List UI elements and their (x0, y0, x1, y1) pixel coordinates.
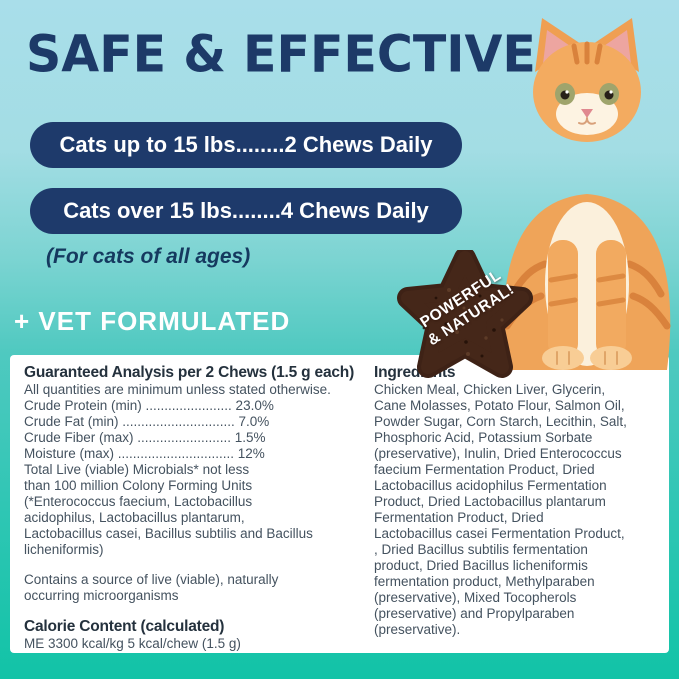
star-chew-shape (397, 250, 533, 378)
ingredients-text: Chicken Meal, Chicken Liver, Glycerin, C… (374, 382, 627, 637)
dosage-pill-label: Cats over 15 lbs........4 Chews Daily (63, 198, 429, 223)
ages-note: (For cats of all ages) (46, 245, 251, 268)
dosage-pill-large-cats: Cats over 15 lbs........4 Chews Daily (30, 188, 462, 234)
vet-formulated-text: + VET FORMULATED (14, 306, 291, 336)
analysis-heading: Guaranteed Analysis per 2 Chews (1.5 g e… (24, 364, 355, 381)
analysis-values: Crude Protein (min) ....................… (24, 398, 274, 461)
guaranteed-analysis-section: Guaranteed Analysis per 2 Chews (1.5 g e… (24, 364, 376, 652)
calorie-heading: Calorie Content (calculated) (24, 618, 225, 635)
dosage-pill-label: Cats up to 15 lbs........2 Chews Daily (59, 132, 433, 157)
page-title: SAFE & EFFECTIVE (26, 24, 536, 85)
ingredients-section: Ingredients Chicken Meal, Chicken Liver,… (374, 364, 666, 638)
calorie-value: ME 3300 kcal/kg 5 kcal/chew (1.5 g) (24, 636, 241, 651)
info-panel: Guaranteed Analysis per 2 Chews (1.5 g e… (10, 355, 669, 653)
dosage-pill-small-cats: Cats up to 15 lbs........2 Chews Daily (30, 122, 462, 168)
analysis-note: All quantities are minimum unless stated… (24, 382, 331, 397)
contains-text: Contains a source of live (viable), natu… (24, 572, 279, 603)
microbials-text: Total Live (viable) Microbials* not less… (24, 462, 313, 557)
star-chew-image: POWERFUL & NATURAL! (394, 250, 536, 382)
cat-photo (503, 18, 671, 370)
